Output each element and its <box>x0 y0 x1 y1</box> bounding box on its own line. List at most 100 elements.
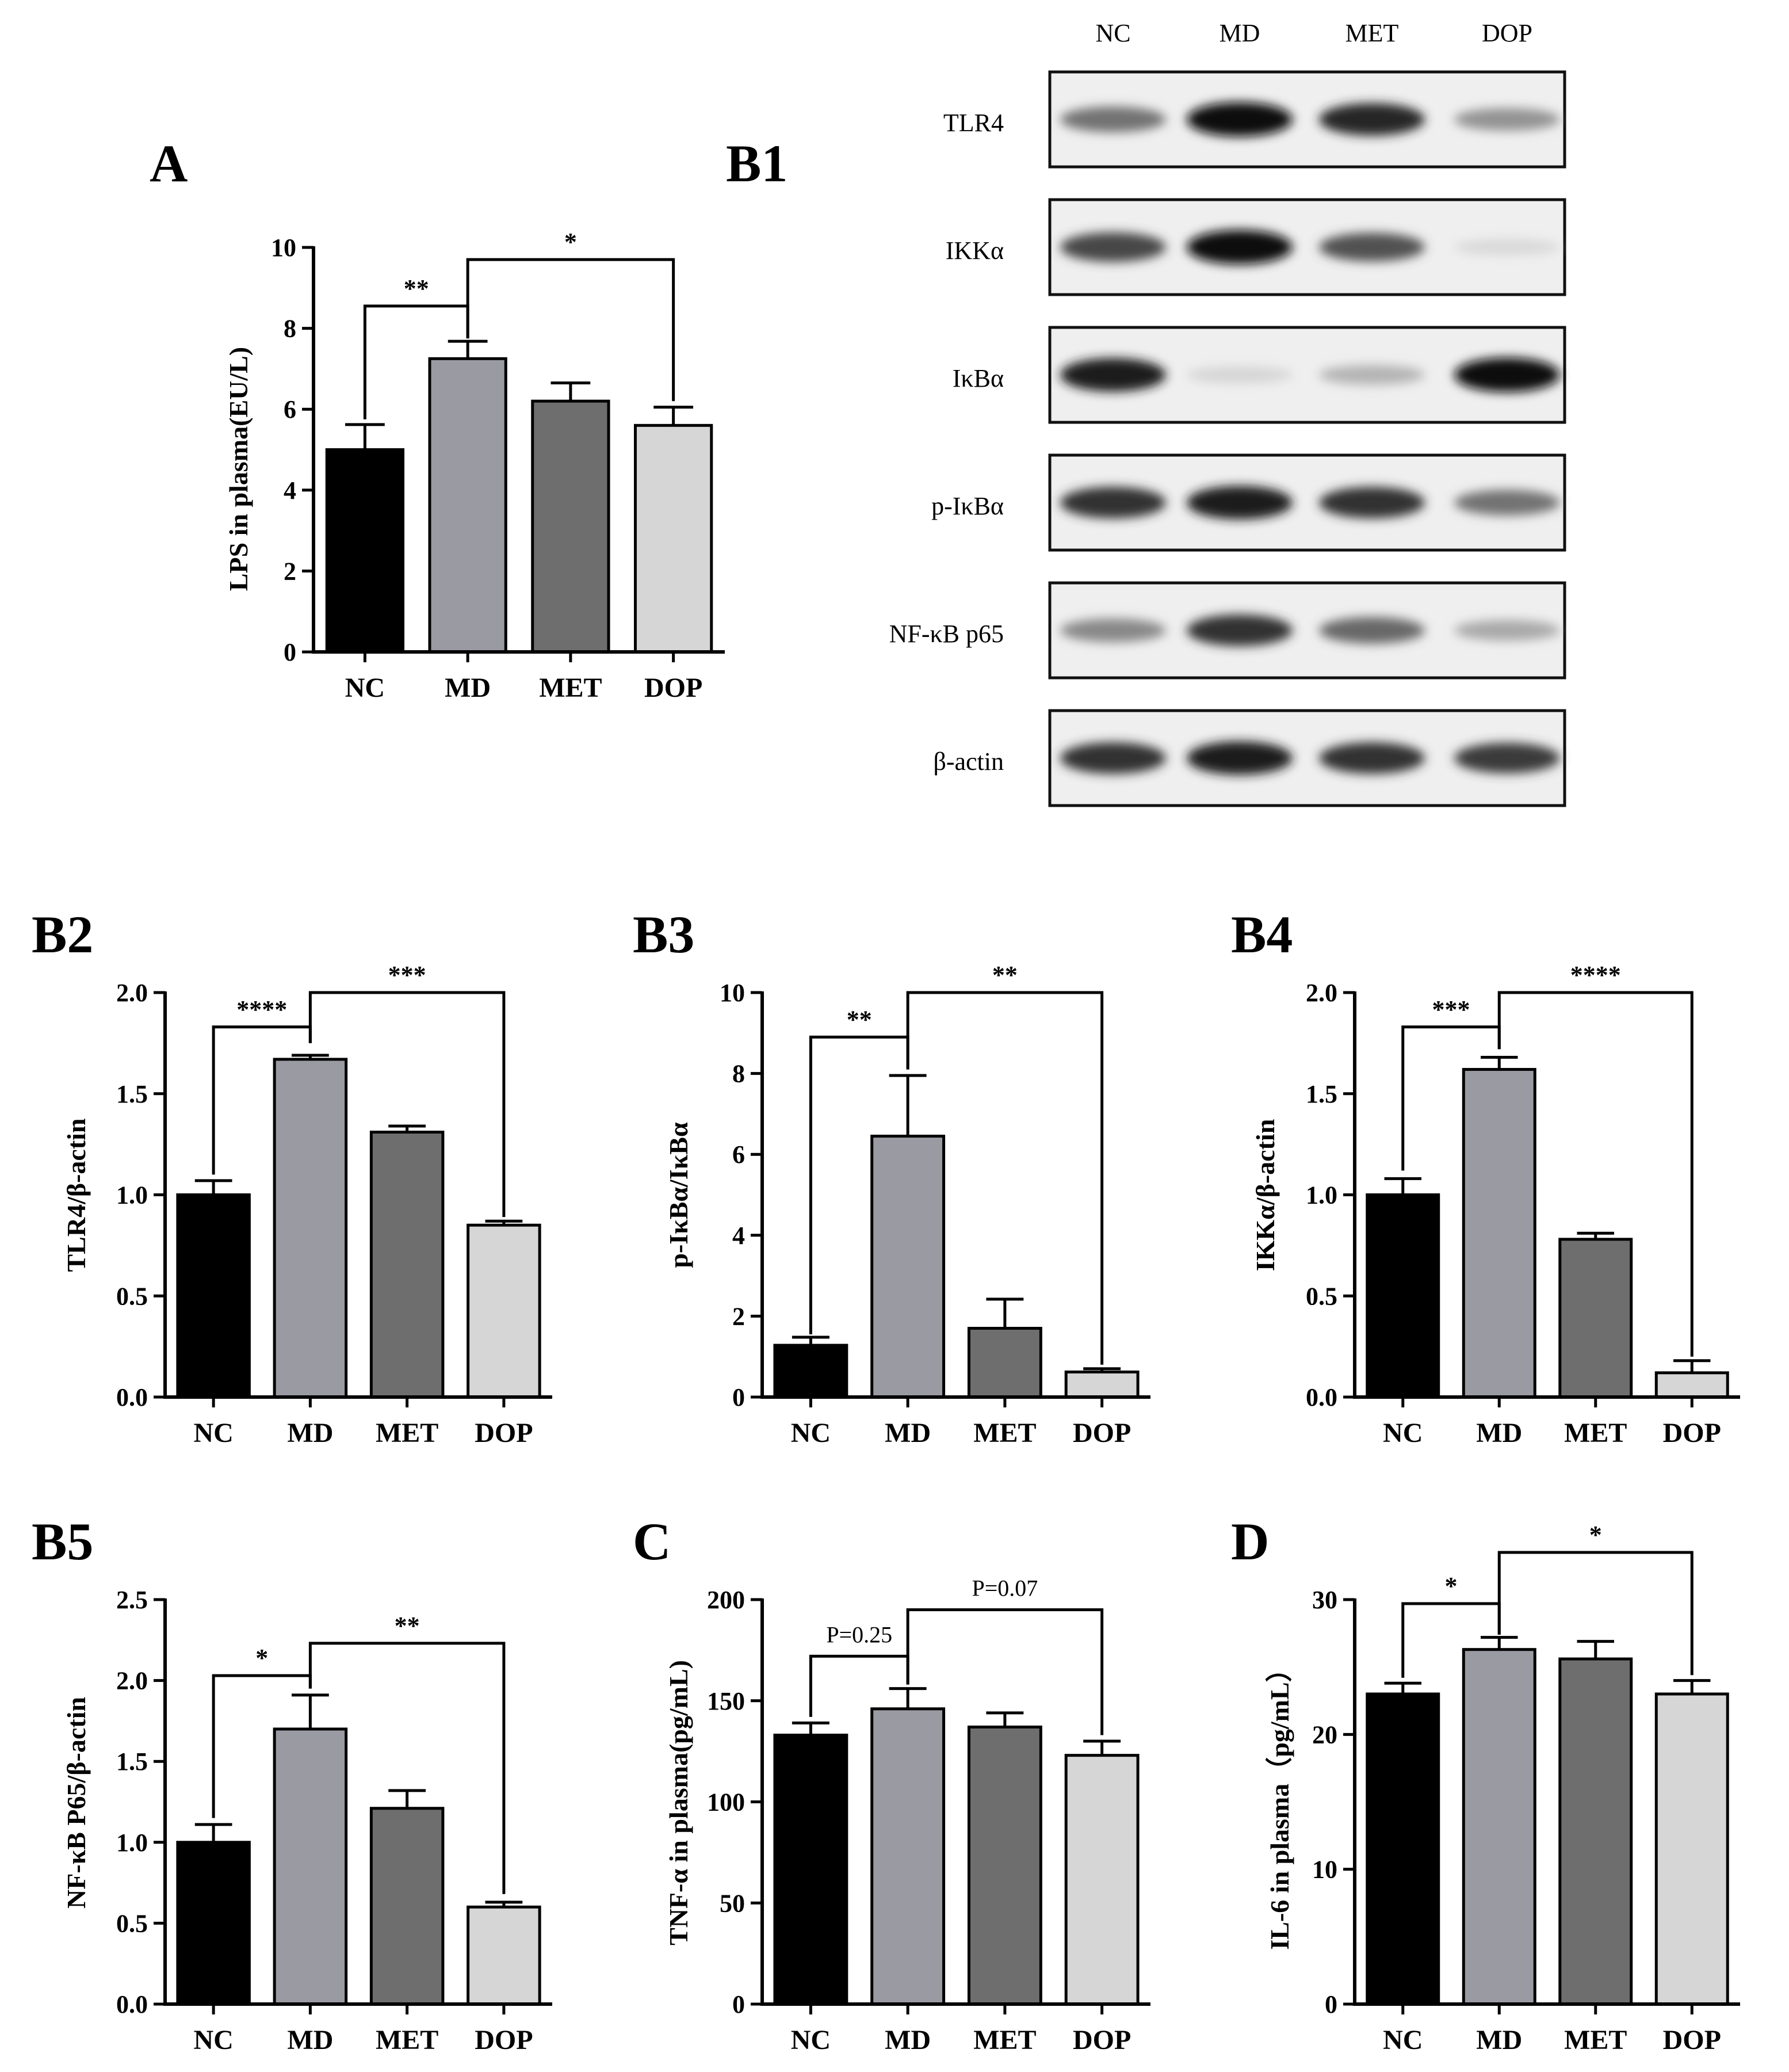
error-bar-C-dop <box>1083 1739 1121 1756</box>
blot-row-6 <box>1048 709 1566 807</box>
significance-label: ** <box>404 274 429 303</box>
blot-row-1 <box>1048 70 1566 169</box>
blot-band-dop <box>1454 239 1560 255</box>
x-tick-label-C-met: MET <box>973 2025 1036 2055</box>
blot-band-md <box>1187 615 1293 646</box>
bar-B4-met <box>1558 1238 1633 1399</box>
error-bar-D-md <box>1481 1636 1518 1650</box>
significance-bracket-D-2: * <box>1497 1521 1694 1676</box>
bar-B3-nc <box>773 1344 848 1399</box>
y-tick-label-B2: 2.0 <box>116 979 148 1007</box>
blot-band-met <box>1319 742 1425 774</box>
y-axis-label-A: LPS in plasma(EU/L) <box>224 347 253 591</box>
error-bar-B4-nc <box>1384 1177 1421 1195</box>
bracket-line <box>1497 991 1694 1357</box>
bar-B3-md <box>870 1135 946 1399</box>
significance-label: **** <box>236 995 287 1024</box>
error-bar-B5-md <box>292 1693 329 1729</box>
x-tick-label-C-dop: DOP <box>1073 2025 1131 2055</box>
y-axis-label-C: TNF-α in plasma(pg/mL) <box>664 1660 693 1945</box>
bar-B5-nc <box>176 1841 251 2006</box>
bar-A-md <box>428 357 507 654</box>
blot-band-md <box>1187 102 1293 137</box>
x-tick-label-B4-met: MET <box>1564 1418 1627 1448</box>
error-bar-B2-dop <box>485 1219 523 1226</box>
y-axis-label-B5: NF-κB P65/β-actin <box>62 1697 91 1909</box>
panel-D-chart: D IL-6 in plasma（pg/mL） 0 10 20 30 NC MD MET DO… <box>1231 1512 1740 2055</box>
x-tick-label-D-nc: NC <box>1383 2025 1423 2055</box>
blot-band-met <box>1319 617 1425 644</box>
bar-A-dop <box>633 423 713 654</box>
blot-row-label-ikba: IκBα <box>953 364 1004 392</box>
bracket-line <box>466 258 675 402</box>
error-bar-D-met <box>1577 1640 1614 1659</box>
x-tick-label-B5-nc: NC <box>193 2025 233 2055</box>
significance-bracket-A-1: ** <box>363 274 469 419</box>
y-tick-label-B2: 1.0 <box>116 1181 148 1209</box>
bracket-line <box>1497 1551 1694 1676</box>
x-tick-label-C-nc: NC <box>791 2025 831 2055</box>
significance-label: * <box>564 228 577 256</box>
error-bar-B3-md <box>889 1074 927 1136</box>
significance-label: * <box>1445 1572 1458 1600</box>
x-tick-label-B5-met: MET <box>376 2025 438 2055</box>
significance-label: P=0.07 <box>972 1575 1038 1601</box>
blot-band-met <box>1319 487 1425 518</box>
significance-label: ** <box>847 1005 872 1033</box>
x-tick-label-B5-dop: DOP <box>475 2025 533 2055</box>
bar-C-met <box>967 1725 1042 2006</box>
x-tick-label-B4-dop: DOP <box>1663 1418 1721 1448</box>
significance-bracket-B3-2: ** <box>906 961 1104 1365</box>
blot-row-2 <box>1048 198 1566 296</box>
blot-row-label-beta-actin: β-actin <box>933 747 1004 776</box>
x-tick-label-B3-md: MD <box>885 1418 931 1448</box>
bar-B2-met <box>369 1131 445 1399</box>
x-tick-label-B4-nc: NC <box>1383 1418 1423 1448</box>
blot-band-nc <box>1060 358 1166 392</box>
x-tick-label-B2-dop: DOP <box>475 1418 533 1448</box>
bar-B3-dop <box>1064 1370 1140 1399</box>
panel-label-D: D <box>1231 1512 1269 1571</box>
panel-B5-chart: B5 NF-κB P65/β-actin 0.0 0.5 1.0 1.5 2.0 2.5 N… <box>32 1512 552 2055</box>
significance-bracket-C-1: P=0.25 <box>809 1621 909 1717</box>
error-bar-A-md <box>448 339 488 359</box>
x-tick-label-A-dop: DOP <box>644 673 702 703</box>
y-tick-label-A: 6 <box>284 395 296 423</box>
y-tick-label-B3: 0 <box>732 1383 745 1411</box>
panel-label-B2: B2 <box>32 905 93 964</box>
error-bar-B4-md <box>1481 1055 1518 1070</box>
x-tick-label-B2-met: MET <box>376 1418 438 1448</box>
y-tick-label-B5: 0.5 <box>116 1909 148 1937</box>
bar-C-nc <box>773 1734 848 2006</box>
panel-B2-chart: B2 TLR4/β-actin 0.0 0.5 1.0 1.5 2.0 NC MD MET DO… <box>32 905 552 1448</box>
error-bar-A-met <box>551 381 591 402</box>
y-tick-label-B4: 1.0 <box>1306 1181 1337 1209</box>
blot-band-nc <box>1060 106 1166 132</box>
error-bar-D-dop <box>1673 1679 1711 1695</box>
blot-band-dop <box>1454 490 1560 516</box>
y-tick-label-A: 8 <box>284 315 296 343</box>
y-tick-label-D: 0 <box>1325 1990 1337 2018</box>
error-bar-B4-met <box>1577 1231 1614 1239</box>
x-tick-label-A-md: MD <box>445 673 491 703</box>
bar-D-dop <box>1654 1692 1729 2006</box>
bracket-line <box>308 991 506 1218</box>
panel-label-C: C <box>633 1512 671 1571</box>
error-bar-C-md <box>889 1687 927 1709</box>
x-tick-label-B4-md: MD <box>1476 1418 1522 1448</box>
blot-row-label-nfkb-p65: NF-κB p65 <box>889 620 1004 648</box>
error-bar-B3-dop <box>1083 1367 1121 1372</box>
blot-band-met <box>1319 103 1425 136</box>
blot-lane-MET: MET <box>1345 19 1399 47</box>
blot-band-md <box>1187 230 1293 265</box>
y-tick-label-B5: 2.0 <box>116 1667 148 1695</box>
y-tick-label-B2: 0.5 <box>116 1282 148 1310</box>
blot-band-dop <box>1454 742 1560 774</box>
blot-row-4 <box>1048 453 1566 552</box>
x-tick-label-B2-md: MD <box>287 1418 333 1448</box>
blot-band-nc <box>1060 618 1166 643</box>
significance-bracket-A-2: * <box>466 228 675 402</box>
bracket-line <box>308 1642 506 1894</box>
y-tick-label-B5: 1.5 <box>116 1747 148 1776</box>
y-tick-label-B4: 2.0 <box>1306 979 1337 1007</box>
